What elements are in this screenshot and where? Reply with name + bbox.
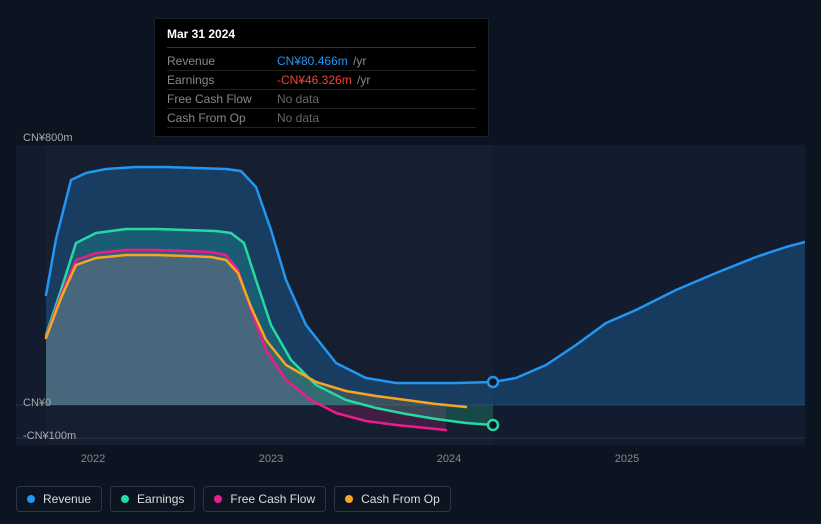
legend-dot-icon [345, 495, 353, 503]
x-axis-label: 2025 [615, 453, 639, 465]
tooltip-rows: RevenueCN¥80.466m /yrEarnings-CN¥46.326m… [167, 52, 476, 128]
tooltip-row: Cash From OpNo data [167, 109, 476, 128]
legend-label: Cash From Op [361, 492, 440, 506]
tooltip-metric-label: Revenue [167, 54, 277, 68]
tooltip-metric-value: -CN¥46.326m /yr [277, 73, 476, 87]
chart-tooltip: Mar 31 2024 RevenueCN¥80.466m /yrEarning… [154, 18, 489, 137]
tooltip-unit: /yr [350, 54, 367, 68]
legend-label: Free Cash Flow [230, 492, 315, 506]
y-axis-label: CN¥0 [23, 397, 51, 409]
legend-dot-icon [27, 495, 35, 503]
x-axis-label: 2022 [81, 453, 105, 465]
tooltip-metric-value: No data [277, 92, 476, 106]
tooltip-date: Mar 31 2024 [167, 27, 476, 48]
y-axis-label: -CN¥100m [23, 430, 76, 442]
tooltip-metric-value: CN¥80.466m /yr [277, 54, 476, 68]
legend-item-revenue[interactable]: Revenue [16, 486, 102, 512]
tooltip-metric-value: No data [277, 111, 476, 125]
tooltip-metric-label: Free Cash Flow [167, 92, 277, 106]
x-axis-label: 2023 [259, 453, 283, 465]
legend-item-earnings[interactable]: Earnings [110, 486, 195, 512]
tooltip-unit: /yr [354, 73, 371, 87]
x-axis-label: 2024 [437, 453, 461, 465]
tooltip-row: RevenueCN¥80.466m /yr [167, 52, 476, 71]
chart-legend: Revenue Earnings Free Cash Flow Cash From O… [16, 486, 451, 512]
financial-chart[interactable]: CN¥800m CN¥0 -CN¥100m 2022 2023 2024 2025 [16, 125, 805, 479]
legend-dot-icon [214, 495, 222, 503]
legend-item-free-cash-flow[interactable]: Free Cash Flow [203, 486, 326, 512]
tooltip-row: Free Cash FlowNo data [167, 90, 476, 109]
legend-label: Revenue [43, 492, 91, 506]
chart-svg [16, 125, 805, 465]
tooltip-row: Earnings-CN¥46.326m /yr [167, 71, 476, 90]
y-axis-label: CN¥800m [23, 132, 73, 144]
legend-dot-icon [121, 495, 129, 503]
legend-item-cash-from-op[interactable]: Cash From Op [334, 486, 451, 512]
tooltip-metric-label: Earnings [167, 73, 277, 87]
tooltip-metric-label: Cash From Op [167, 111, 277, 125]
legend-label: Earnings [137, 492, 184, 506]
